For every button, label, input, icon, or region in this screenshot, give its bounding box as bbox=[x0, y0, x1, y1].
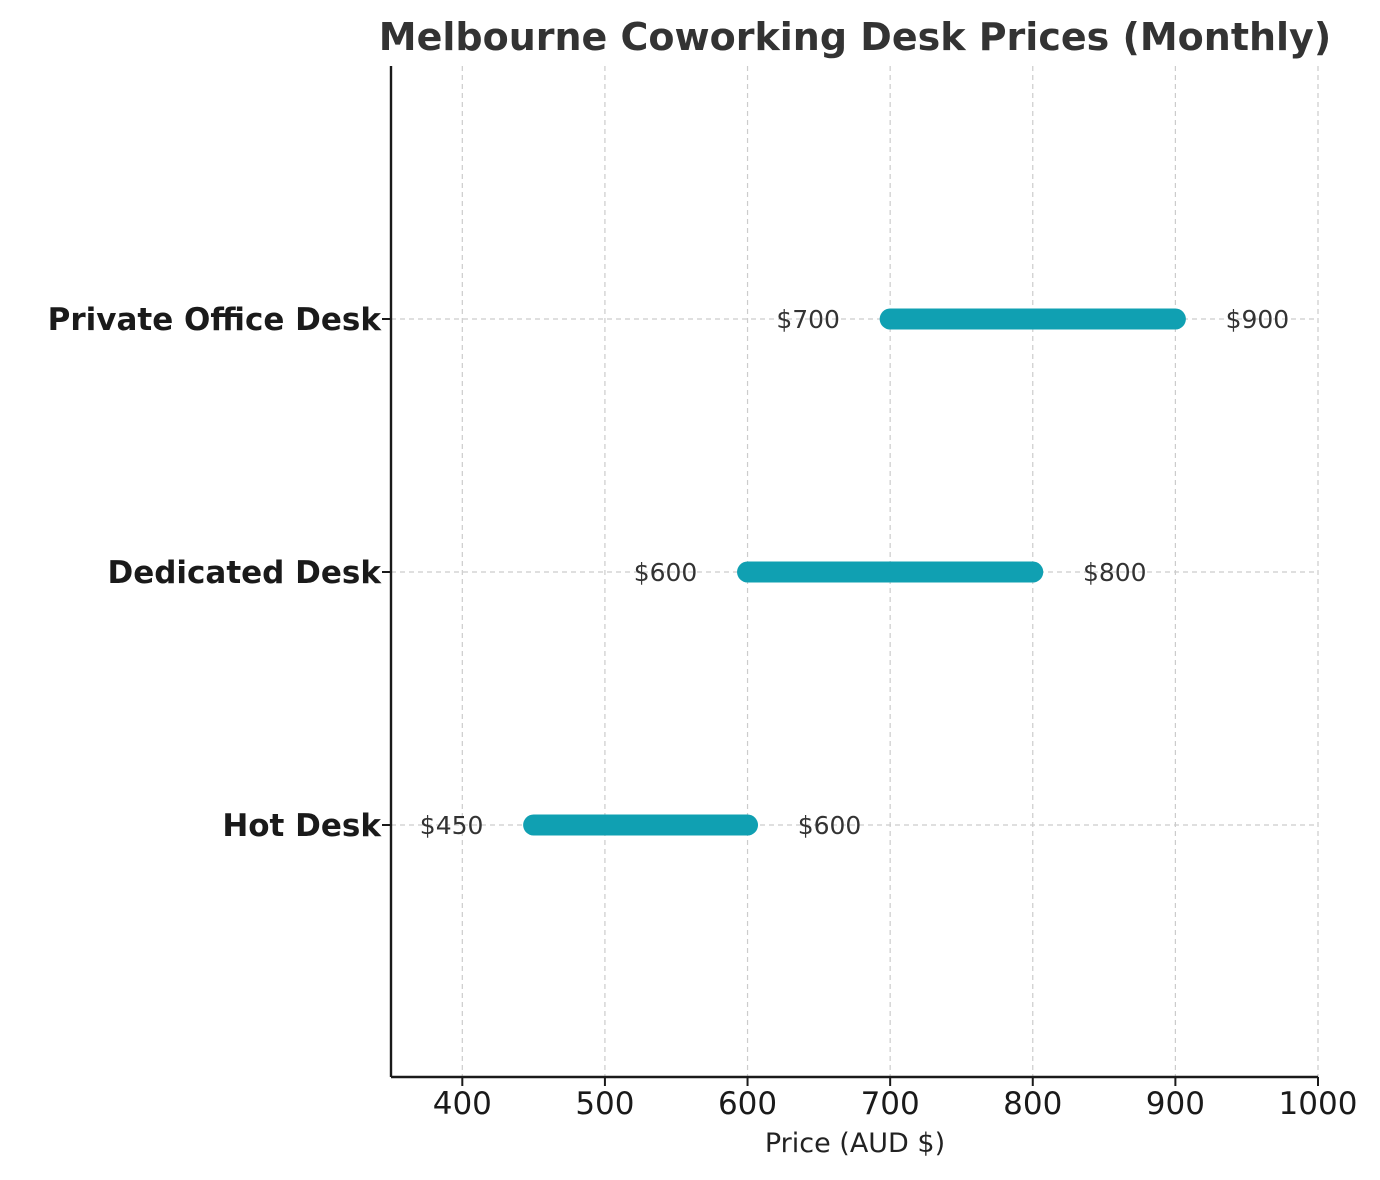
axes-layer bbox=[382, 66, 1319, 1086]
low-value-label: $700 bbox=[776, 305, 840, 334]
chart-title: Melbourne Coworking Desk Prices (Monthly… bbox=[379, 15, 1331, 59]
low-value-label: $450 bbox=[420, 811, 484, 840]
x-tick-label: 900 bbox=[1146, 1086, 1205, 1122]
low-value-label: $600 bbox=[634, 558, 698, 587]
high-value-label: $900 bbox=[1226, 305, 1290, 334]
x-tick-label: 1000 bbox=[1279, 1086, 1358, 1122]
x-axis-label: Price (AUD $) bbox=[765, 1128, 945, 1159]
x-tick-label: 500 bbox=[575, 1086, 634, 1122]
category-label: Private Office Desk bbox=[48, 302, 383, 338]
x-tick-label: 600 bbox=[718, 1086, 777, 1122]
x-tick-label: 800 bbox=[1003, 1086, 1062, 1122]
labels-layer: 400 500 600 700 800 900 1000 Hot Desk Dedicated … bbox=[48, 302, 1358, 1122]
bars-layer bbox=[523, 308, 1186, 836]
category-label: Dedicated Desk bbox=[107, 555, 382, 591]
x-tick-label: 700 bbox=[861, 1086, 920, 1122]
high-value-label: $800 bbox=[1083, 558, 1147, 587]
category-label: Hot Desk bbox=[222, 808, 382, 844]
high-value-label: $600 bbox=[798, 811, 862, 840]
x-tick-label: 400 bbox=[433, 1086, 492, 1122]
